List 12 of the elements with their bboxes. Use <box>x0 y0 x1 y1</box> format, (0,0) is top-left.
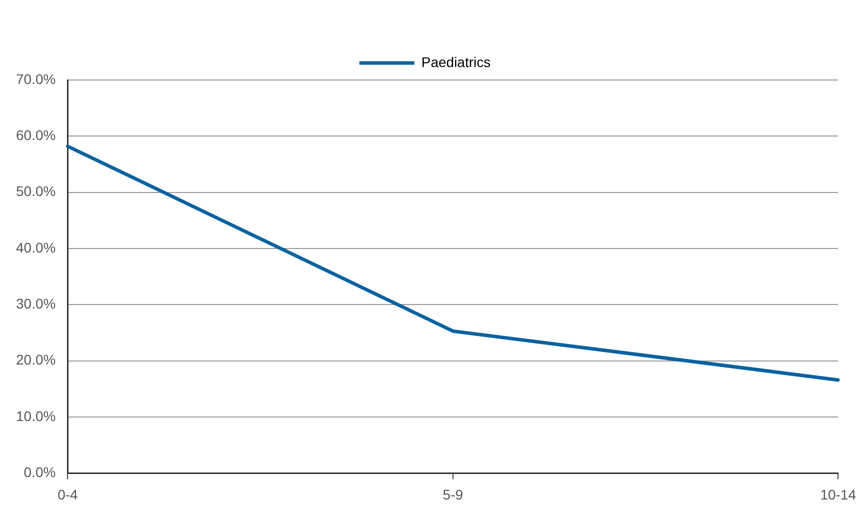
y-tick-label: 0.0% <box>24 464 56 480</box>
x-tick-label: 10-14 <box>820 486 856 502</box>
legend-label: Paediatrics <box>421 54 491 70</box>
y-tick-label: 10.0% <box>16 408 56 424</box>
y-tick-label: 70.0% <box>16 70 56 87</box>
y-tick-label: 50.0% <box>16 183 56 200</box>
y-tick-label: 60.0% <box>16 127 56 144</box>
y-tick-label: 20.0% <box>16 352 56 368</box>
y-tick-label: 40.0% <box>16 239 56 256</box>
x-tick-label: 5-9 <box>442 486 464 502</box>
x-tick-label: 0-4 <box>58 486 78 502</box>
y-tick-label: 30.0% <box>16 296 56 312</box>
